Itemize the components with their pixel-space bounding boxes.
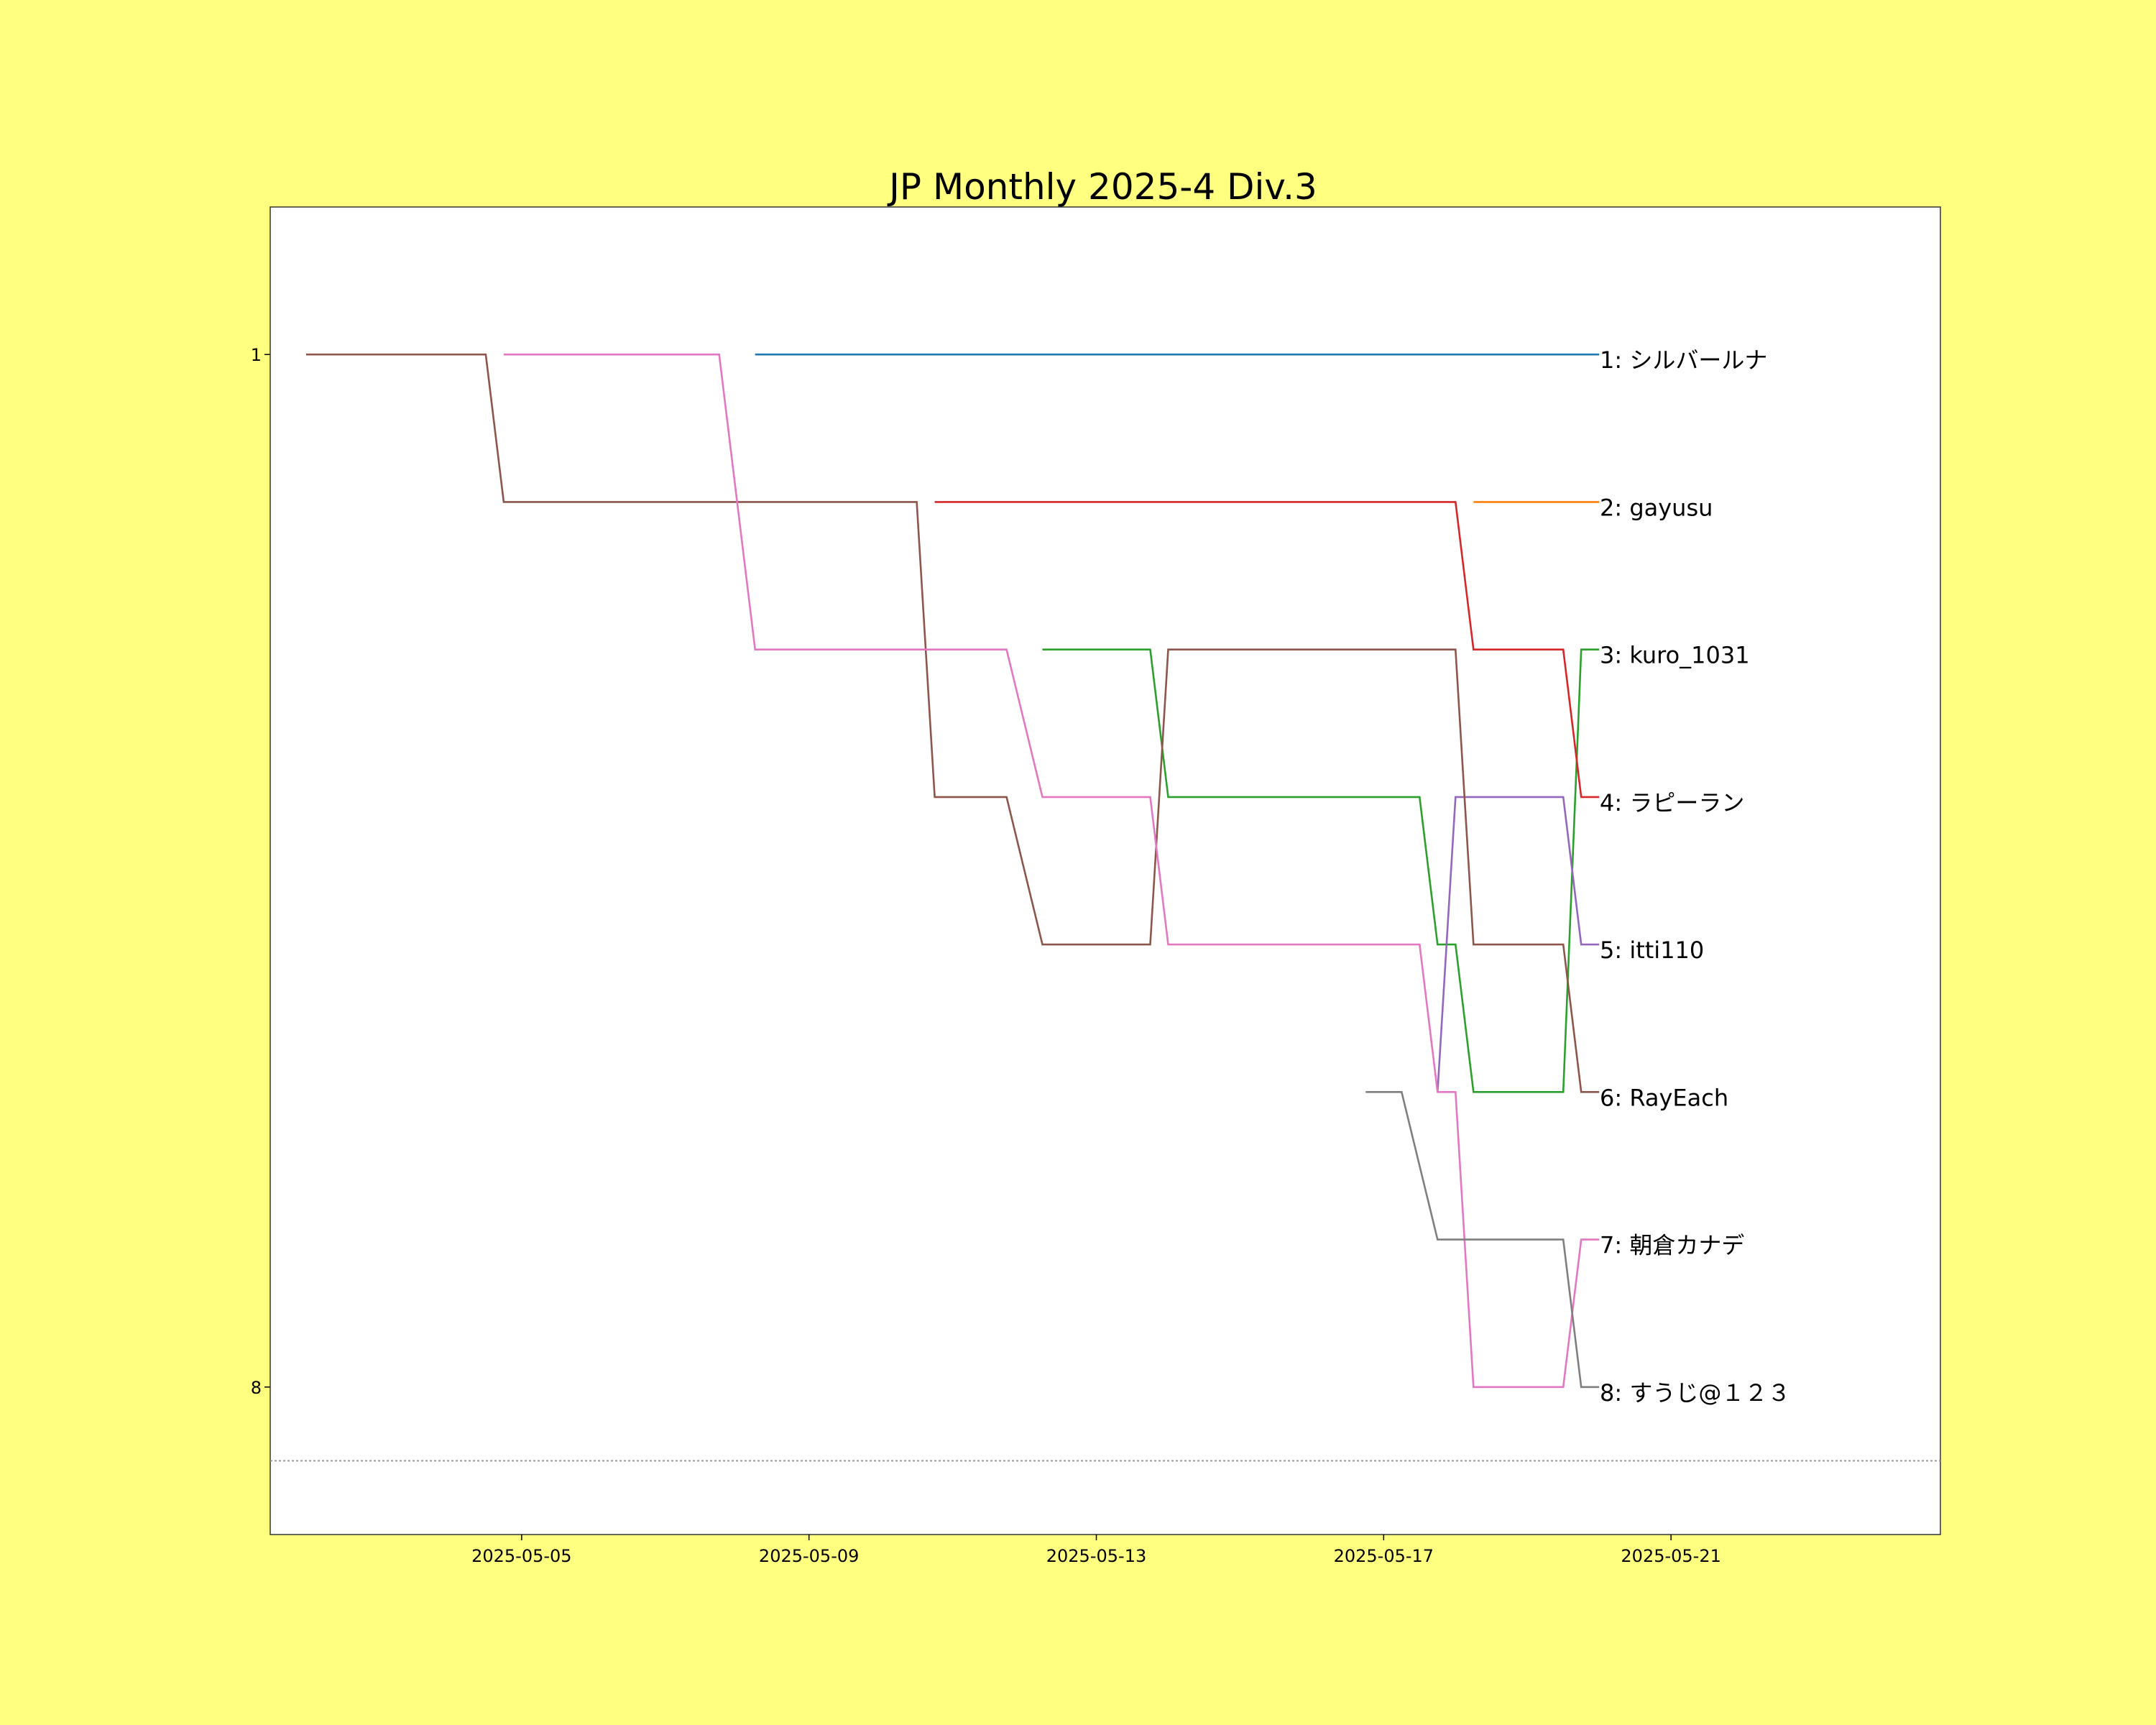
x-tick-label: 2025-05-05: [471, 1546, 571, 1566]
series-line-4: [934, 501, 1600, 799]
y-tick-label: 1: [251, 345, 262, 365]
series-end-label-1: 1: シルバールナ: [1600, 346, 1767, 374]
series-line-6: [306, 353, 1600, 1093]
series-end-label-3: 3: kuro_1031: [1600, 642, 1750, 669]
series-end-label-6: 6: RayEach: [1600, 1084, 1728, 1111]
x-tick-label: 2025-05-13: [1046, 1546, 1146, 1566]
series-end-label-4: 4: ラピーラン: [1600, 789, 1744, 816]
x-tick-label: 2025-05-17: [1334, 1546, 1434, 1566]
series-end-label-7: 7: 朝倉カナデ: [1600, 1232, 1744, 1259]
chart-title: JP Monthly 2025-4 Div.3: [887, 166, 1317, 208]
series-line-8: [1365, 1091, 1600, 1389]
series-line-7: [503, 353, 1600, 1389]
series-end-label-2: 2: gayusu: [1600, 494, 1713, 521]
series-end-label-8: 8: すうじ@１２３: [1600, 1379, 1790, 1407]
series-line-5: [1437, 796, 1600, 1092]
series-end-label-5: 5: itti110: [1600, 937, 1704, 964]
x-tick-label: 2025-05-21: [1621, 1546, 1720, 1566]
y-tick-label: 8: [251, 1378, 262, 1398]
x-tick-label: 2025-05-09: [759, 1546, 859, 1566]
plot-area: [270, 206, 1941, 1535]
